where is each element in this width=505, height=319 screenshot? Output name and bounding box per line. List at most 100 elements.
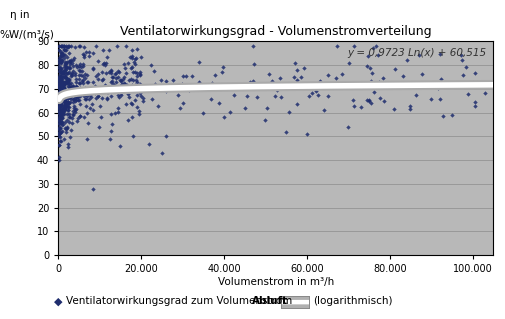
- Point: [56, 110, 64, 115]
- Point: [105, 69, 113, 74]
- Point: [55, 56, 63, 62]
- Point: [55, 91, 63, 96]
- Point: [55, 133, 63, 138]
- Point: [55, 84, 63, 89]
- Point: [59, 70, 67, 75]
- Point: [56, 111, 64, 116]
- Point: [65, 78, 73, 83]
- Point: [56, 70, 64, 75]
- Point: [57, 82, 65, 87]
- Point: [296, 75, 304, 80]
- Point: [126, 66, 134, 71]
- Point: [89, 79, 97, 84]
- Point: [65, 91, 73, 96]
- Point: [72, 97, 80, 102]
- Point: [98, 78, 106, 83]
- Point: [58, 95, 66, 100]
- Point: [61, 98, 69, 103]
- Point: [58, 44, 66, 49]
- Point: [261, 117, 269, 122]
- Point: [120, 62, 128, 67]
- Point: [74, 97, 82, 102]
- Point: [75, 93, 83, 98]
- Point: [58, 91, 66, 96]
- Point: [59, 68, 67, 73]
- Point: [61, 67, 69, 72]
- Point: [78, 69, 86, 74]
- Point: [56, 85, 64, 90]
- Point: [57, 69, 65, 74]
- Point: [65, 44, 73, 49]
- Point: [58, 115, 66, 120]
- Point: [62, 96, 70, 101]
- Point: [62, 97, 70, 102]
- Point: [169, 78, 177, 83]
- Point: [79, 74, 87, 79]
- Point: [61, 79, 69, 85]
- Point: [211, 73, 219, 78]
- Point: [107, 70, 115, 75]
- Point: [87, 102, 95, 107]
- Point: [55, 115, 63, 120]
- Point: [56, 58, 64, 63]
- Point: [57, 74, 65, 79]
- Point: [91, 44, 99, 49]
- Point: [102, 70, 110, 76]
- Text: η in: η in: [10, 10, 30, 20]
- Point: [81, 85, 89, 91]
- Point: [55, 104, 63, 109]
- Point: [58, 58, 66, 63]
- Point: [343, 124, 351, 130]
- Point: [75, 44, 83, 49]
- Point: [72, 85, 80, 90]
- Point: [100, 63, 109, 68]
- Point: [315, 82, 323, 87]
- Point: [344, 61, 352, 66]
- Point: [61, 81, 69, 86]
- Point: [57, 57, 65, 63]
- Point: [65, 59, 73, 64]
- Point: [349, 104, 357, 109]
- Point: [57, 44, 65, 49]
- Point: [67, 97, 75, 102]
- Point: [119, 81, 127, 86]
- Point: [57, 66, 65, 71]
- Point: [461, 64, 469, 69]
- Point: [62, 61, 70, 66]
- Point: [107, 111, 115, 116]
- Point: [79, 52, 87, 57]
- Point: [418, 71, 426, 76]
- Point: [58, 92, 66, 97]
- Point: [57, 109, 65, 114]
- Point: [128, 134, 136, 139]
- Point: [63, 54, 71, 59]
- Point: [60, 55, 68, 60]
- Point: [58, 78, 66, 84]
- Point: [62, 105, 70, 110]
- Point: [62, 93, 70, 99]
- Point: [94, 125, 103, 130]
- Point: [331, 75, 339, 80]
- Point: [127, 55, 135, 60]
- Point: [56, 100, 64, 105]
- Point: [64, 100, 72, 105]
- Point: [76, 68, 84, 73]
- Point: [59, 112, 67, 117]
- Point: [63, 117, 71, 122]
- Point: [57, 102, 65, 107]
- Point: [81, 76, 89, 81]
- Point: [61, 102, 69, 108]
- Point: [60, 86, 68, 92]
- Point: [59, 109, 67, 114]
- Point: [59, 105, 67, 110]
- Point: [57, 101, 65, 106]
- Point: [56, 75, 64, 80]
- Point: [108, 121, 116, 126]
- Point: [92, 95, 100, 100]
- Point: [480, 91, 488, 96]
- Point: [111, 110, 119, 115]
- Point: [103, 96, 111, 101]
- Point: [127, 76, 135, 81]
- Point: [134, 111, 142, 116]
- Point: [66, 62, 74, 67]
